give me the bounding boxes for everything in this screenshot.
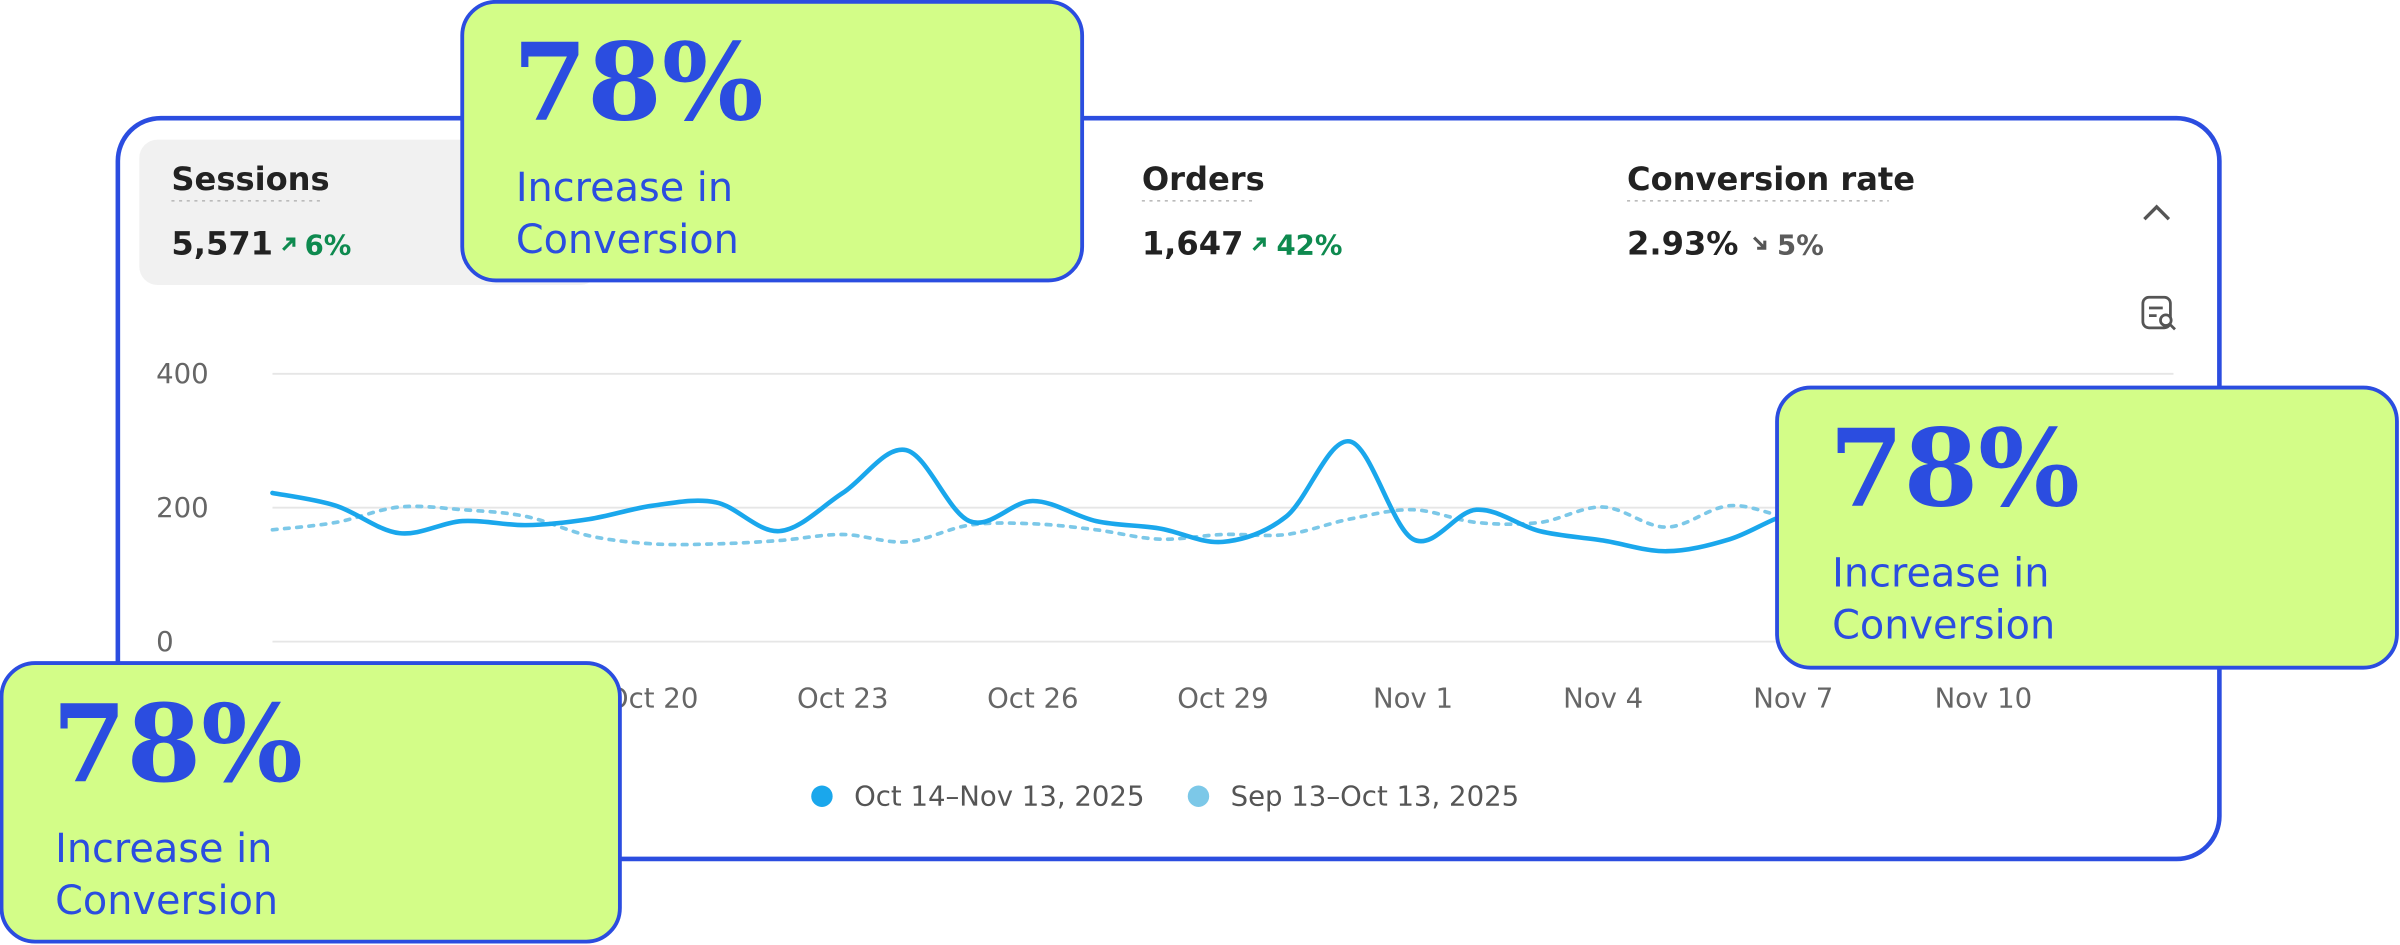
legend-label: Sep 13–Oct 13, 2025 <box>1231 780 1520 812</box>
callout-text: Conversion <box>55 878 278 924</box>
x-tick-label: Oct 26 <box>987 682 1078 714</box>
legend-marker <box>811 785 833 807</box>
collapse-icon[interactable] <box>2143 204 2171 221</box>
metric-value: 5,571 <box>171 224 273 262</box>
metric-value: 2.93% <box>1627 224 1738 262</box>
legend-label: Oct 14–Nov 13, 2025 <box>854 780 1144 812</box>
x-tick-label: Oct 20 <box>607 682 698 714</box>
x-tick-label: Nov 4 <box>1563 682 1643 714</box>
metric[interactable]: Conversion rate 2.93% 5% <box>1627 160 1915 262</box>
callout-text: Conversion <box>516 217 739 263</box>
x-tick-label: Nov 7 <box>1753 682 1833 714</box>
arrow-up <box>282 237 296 251</box>
series-line <box>270 503 2176 547</box>
arrow-up <box>1252 237 1266 251</box>
x-tick-label: Oct 29 <box>1177 682 1268 714</box>
legend-marker <box>1187 785 1210 807</box>
metric-label: Conversion rate <box>1627 160 1915 198</box>
callout-box <box>0 661 622 944</box>
callout-text: Increase in <box>1832 551 2049 597</box>
callout-box <box>460 0 1085 283</box>
arrow-down <box>1752 236 1767 250</box>
metric-value: 1,647 <box>1142 224 1244 262</box>
metric-change: 42% <box>1277 229 1343 261</box>
callout-text: Increase in <box>516 165 733 211</box>
metric-change: 5% <box>1777 229 1824 261</box>
callout-text: Conversion <box>1832 603 2055 649</box>
callout-value: 78% <box>513 20 764 146</box>
callout-box <box>1775 385 2399 670</box>
x-tick-label: Oct 23 <box>797 682 888 714</box>
callout-value: 78% <box>1829 405 2080 531</box>
callout: 78% Increase in Conversion <box>0 661 622 944</box>
metric[interactable]: Sessions 5,571 6% <box>171 160 351 262</box>
metric-change: 6% <box>305 229 352 261</box>
callout: 78% Increase in Conversion <box>460 0 1085 283</box>
metric-label: Orders <box>1142 160 1265 198</box>
y-tick-label: 0 <box>156 626 174 658</box>
metric-label: Sessions <box>171 160 329 198</box>
analyze-icon[interactable] <box>2141 295 2176 331</box>
callout-value: 78% <box>52 681 303 807</box>
x-tick-label: Nov 1 <box>1373 682 1453 714</box>
y-tick-label: 200 <box>156 492 209 524</box>
callout-text: Increase in <box>55 826 272 872</box>
metric[interactable]: Orders 1,647 42% <box>1141 160 1343 262</box>
callout: 78% Increase in Conversion <box>1775 385 2399 670</box>
y-tick-label: 400 <box>156 358 209 390</box>
x-tick-label: Nov 10 <box>1935 682 2033 714</box>
